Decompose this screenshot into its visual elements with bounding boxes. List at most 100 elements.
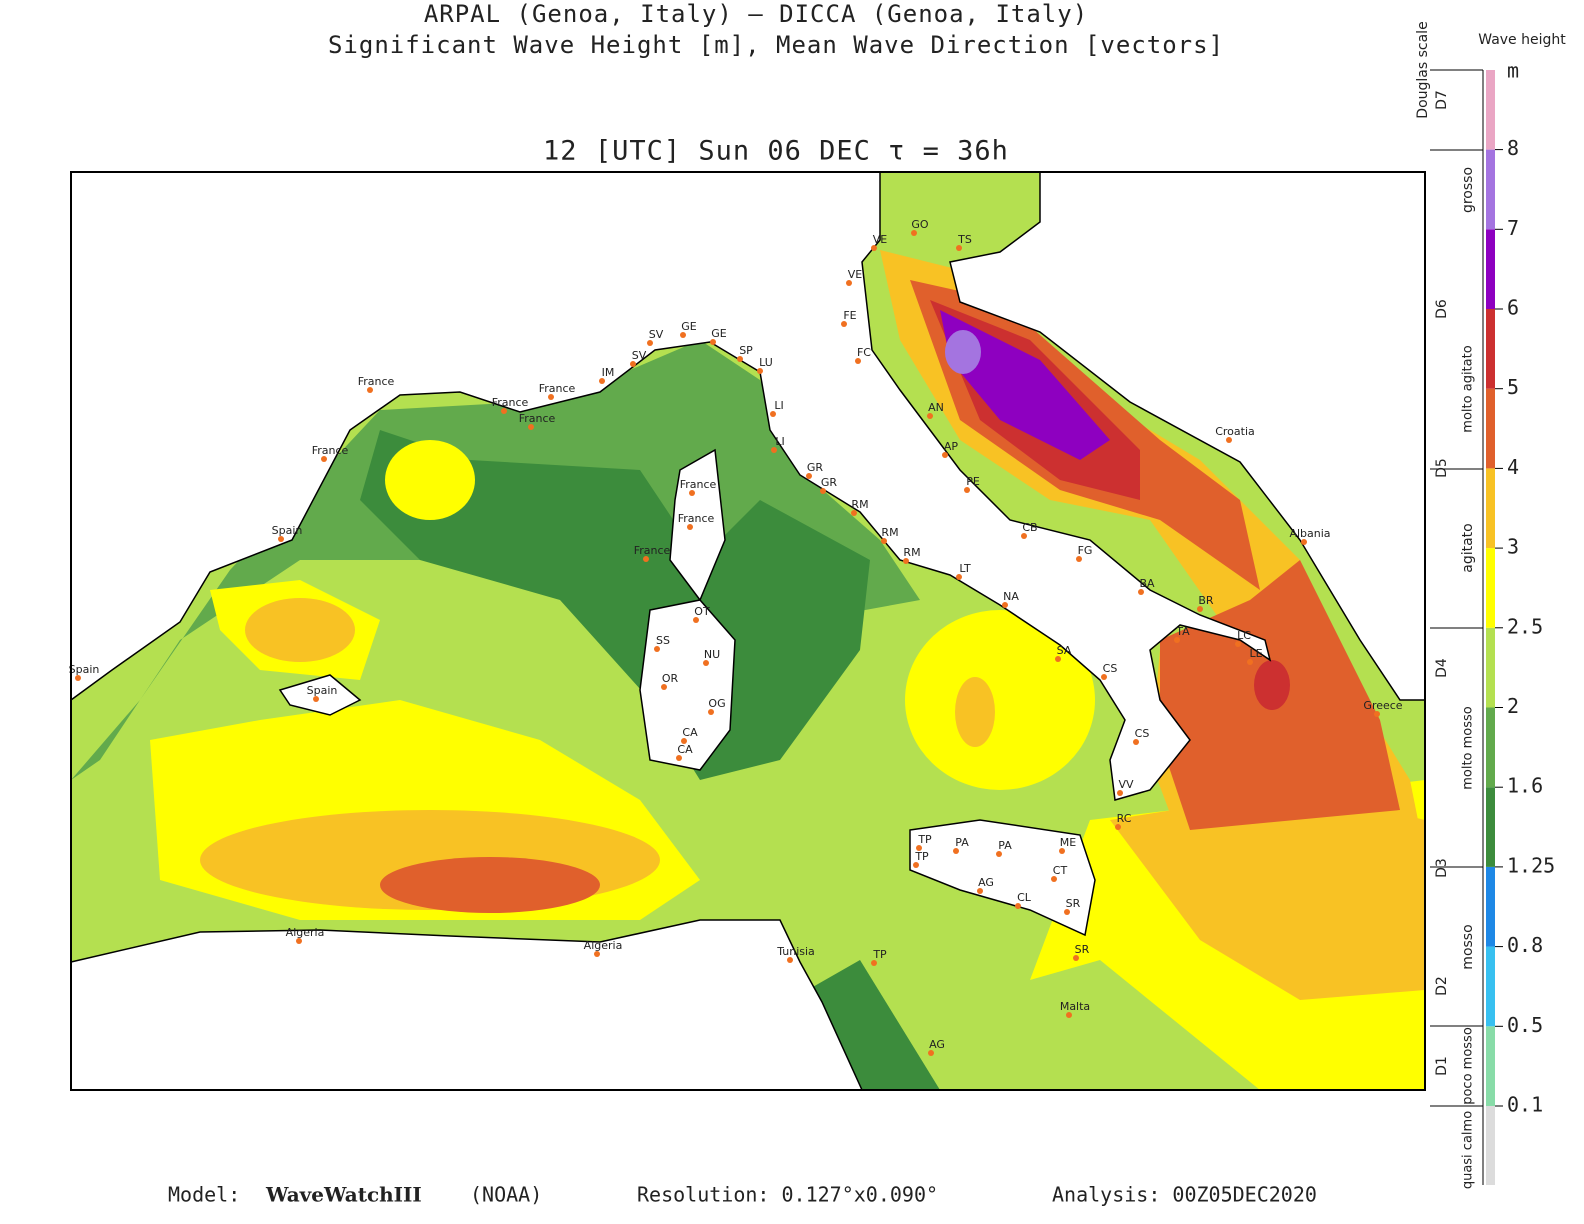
place-dot <box>846 280 852 286</box>
place-label: OT <box>694 605 710 618</box>
time-label: 12 [UTC] Sun 06 DEC τ = 36h <box>543 136 1009 167</box>
place-label: France <box>492 396 529 409</box>
place-label: NA <box>1003 590 1019 603</box>
place-dot <box>1073 955 1079 961</box>
contour <box>360 430 870 780</box>
place-label: GR <box>807 461 824 474</box>
place-label: CT <box>1053 864 1068 877</box>
land <box>70 171 1272 801</box>
place-dot <box>296 938 302 944</box>
place-label: TS <box>957 233 972 246</box>
place-dot <box>647 340 653 346</box>
place-label: TP <box>872 948 887 961</box>
place-label: Algeria <box>286 926 325 939</box>
place-dot <box>313 696 319 702</box>
place-label: SR <box>1066 897 1081 910</box>
color-band <box>1486 70 1495 150</box>
place-dot <box>661 684 667 690</box>
contour <box>245 598 355 662</box>
place-dot <box>1064 909 1070 915</box>
place-label: SV <box>649 328 664 341</box>
place-label: Spain <box>69 663 100 676</box>
place-label: LC <box>1237 629 1251 642</box>
land <box>70 919 864 1091</box>
place-label: ME <box>1060 836 1076 849</box>
place-label: SP <box>739 344 753 357</box>
place-label: SR <box>1075 943 1090 956</box>
douglas-label: D2 <box>1434 976 1450 996</box>
place-dot <box>927 413 933 419</box>
place-label: PE <box>966 475 980 488</box>
place-label: LI <box>774 399 783 412</box>
contour <box>1254 660 1290 710</box>
footer-model-org: (NOAA) <box>470 1183 542 1207</box>
place-dot <box>676 755 682 761</box>
place-dot <box>871 245 877 251</box>
contour <box>905 610 1095 790</box>
douglas-label: D1 <box>1434 1056 1450 1076</box>
place-label: BA <box>1139 577 1155 590</box>
place-dot <box>687 524 693 530</box>
footer-resolution: Resolution: 0.127°x0.090° <box>637 1183 938 1207</box>
place-label: GO <box>911 218 929 231</box>
place-dot <box>787 957 793 963</box>
place-label: CA <box>677 743 693 756</box>
douglas-label: D5 <box>1434 458 1450 478</box>
color-band <box>1486 866 1495 947</box>
place-dot <box>956 245 962 251</box>
place-dot <box>75 675 81 681</box>
color-band <box>1486 388 1495 469</box>
tick-label: 6 <box>1507 296 1519 320</box>
place-dot <box>1002 602 1008 608</box>
place-label: France <box>678 512 715 525</box>
color-band <box>1486 309 1495 389</box>
place-label: France <box>539 382 576 395</box>
place-label: France <box>680 478 717 491</box>
place-label: RM <box>881 526 898 539</box>
tick-label: 1.6 <box>1507 774 1543 798</box>
place-dot <box>1247 659 1253 665</box>
sea-state: poco mosso <box>1461 1027 1476 1105</box>
tick-label: 1.25 <box>1507 853 1555 877</box>
place-dot <box>851 510 857 516</box>
place-dot <box>501 408 507 414</box>
place-dot <box>737 356 743 362</box>
place-dot <box>841 321 847 327</box>
douglas-title: Douglas scale <box>1415 21 1431 118</box>
place-dot <box>1374 711 1380 717</box>
place-dot <box>1197 606 1203 612</box>
place-dot <box>911 230 917 236</box>
place-label: VE <box>848 268 863 281</box>
place-label: VV <box>1118 778 1134 791</box>
place-label: LI <box>775 435 784 448</box>
color-band <box>1486 946 1495 1027</box>
subtitle: Significant Wave Height [m], Mean Wave D… <box>328 31 1224 59</box>
footer-analysis: Analysis: 00Z05DEC2020 <box>1052 1183 1317 1207</box>
place-dot <box>643 556 649 562</box>
place-label: RM <box>851 498 868 511</box>
place-label: TP <box>917 833 932 846</box>
place-dot <box>1101 674 1107 680</box>
place-dot <box>806 473 812 479</box>
place-dot <box>594 951 600 957</box>
place-dot <box>1133 739 1139 745</box>
place-label: Spain <box>272 524 303 537</box>
place-label: Tunisia <box>776 945 815 958</box>
place-label: SV <box>632 349 647 362</box>
tick-label: 0.5 <box>1507 1013 1543 1037</box>
sea-state: quasi calmo <box>1461 1111 1476 1189</box>
color-band <box>1486 149 1495 230</box>
place-dot <box>1015 903 1021 909</box>
douglas-label: D4 <box>1434 658 1450 678</box>
place-dot <box>1117 790 1123 796</box>
place-label: CL <box>1017 891 1032 904</box>
place-dot <box>689 490 695 496</box>
tick-label: 4 <box>1507 455 1519 479</box>
place-label: FC <box>857 346 871 359</box>
place-dot <box>654 646 660 652</box>
place-dot <box>630 361 636 367</box>
place-dot <box>771 447 777 453</box>
map-frame <box>70 171 1426 1091</box>
place-dot <box>953 848 959 854</box>
place-label: Croatia <box>1215 425 1255 438</box>
